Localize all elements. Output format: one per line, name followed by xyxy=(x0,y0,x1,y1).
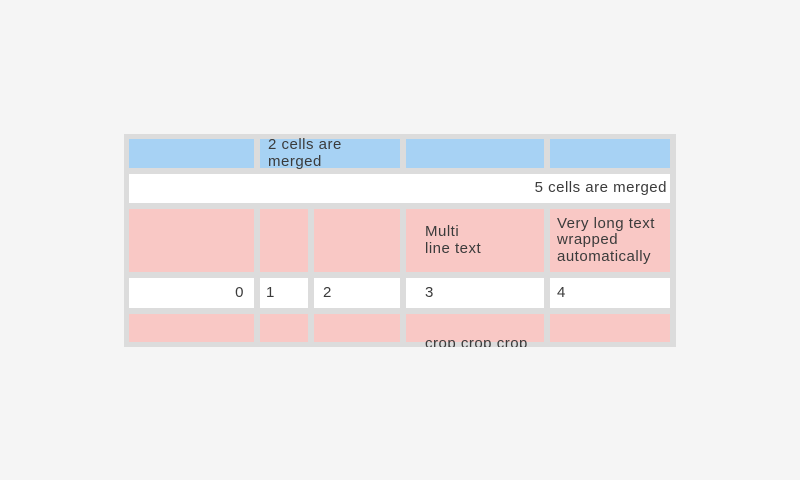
table-cell-r2-c2[interactable] xyxy=(314,209,400,272)
table-cell-r2-c4[interactable]: Very long text wrapped automatically xyxy=(550,209,670,272)
table-cell-r1-merged[interactable]: 5 cells are merged xyxy=(129,174,670,203)
table-cell-r0-c3[interactable] xyxy=(406,139,544,168)
table-cell-r3-c4[interactable]: 4 xyxy=(550,278,670,308)
cell-text: crop crop crop crop xyxy=(425,334,528,347)
table-cell-r3-c0[interactable]: 0 xyxy=(129,278,254,308)
table-cell-r3-c3[interactable]: 3 xyxy=(406,278,544,308)
table-cell-r3-c2[interactable]: 2 xyxy=(314,278,400,308)
table-cell-r3-c1[interactable]: 1 xyxy=(260,278,308,308)
cell-text: Very long text wrapped automatically xyxy=(557,214,655,265)
cell-text: Multi line text xyxy=(425,223,482,257)
table-cell-r4-c4[interactable] xyxy=(550,314,670,342)
table-cell-r2-c0[interactable] xyxy=(129,209,254,272)
table-cell-r0-c0[interactable] xyxy=(129,139,254,168)
table-cell-r4-c3-cropped[interactable]: crop crop crop crop xyxy=(406,314,544,347)
cell-text: 2 xyxy=(323,283,332,301)
table-widget[interactable]: 2 cells are merged 5 cells are merged Mu… xyxy=(124,134,676,347)
table-cell-r4-c0[interactable] xyxy=(129,314,254,342)
table-cell-r4-c1[interactable] xyxy=(260,314,308,342)
cell-text: 5 cells are merged xyxy=(534,179,667,197)
cell-text: 0 xyxy=(235,283,244,301)
cell-text: 1 xyxy=(266,283,275,301)
table-cell-r2-c3[interactable]: Multi line text xyxy=(406,209,544,272)
table-cell-r0-c1-merged[interactable]: 2 cells are merged xyxy=(260,136,400,170)
cell-text: 4 xyxy=(557,283,566,301)
table-cell-r2-c1[interactable] xyxy=(260,209,308,272)
table-cell-r4-c2[interactable] xyxy=(314,314,400,342)
table-cell-r0-c4[interactable] xyxy=(550,139,670,168)
cell-text: 2 cells are merged xyxy=(268,136,342,170)
cell-text: 3 xyxy=(425,283,434,301)
